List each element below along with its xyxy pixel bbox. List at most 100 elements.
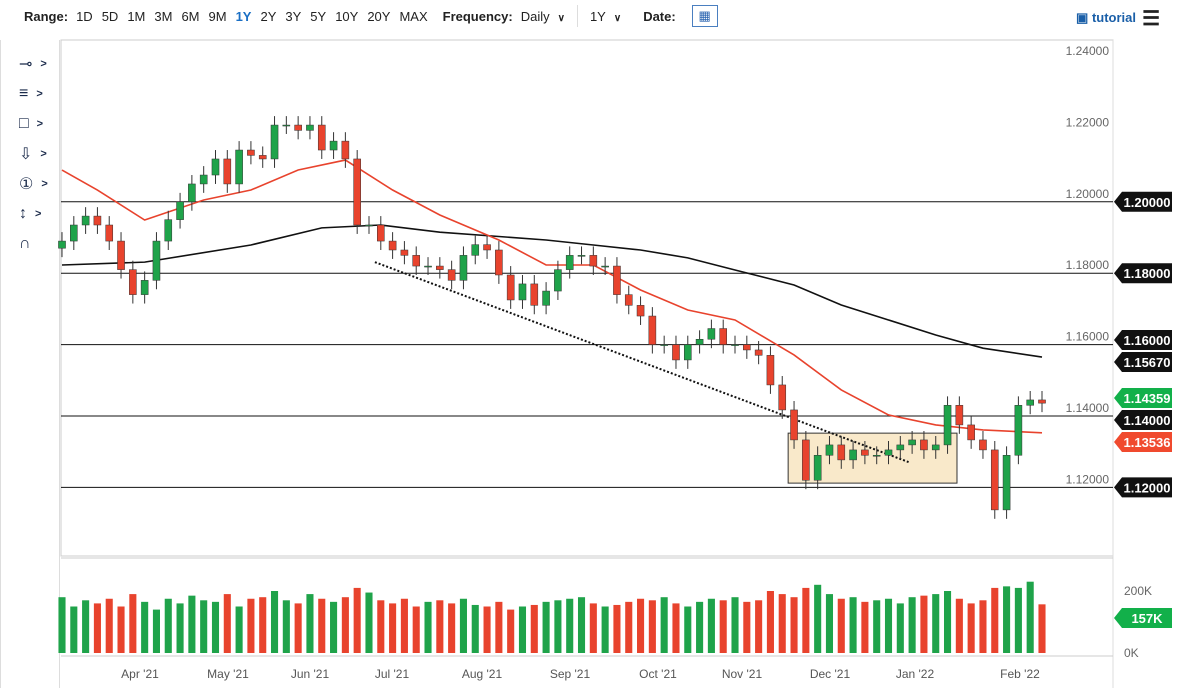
candle[interactable] xyxy=(613,265,621,295)
candle[interactable] xyxy=(424,265,432,268)
range-6m[interactable]: 6M xyxy=(181,8,200,24)
candle[interactable] xyxy=(471,244,480,256)
candle[interactable] xyxy=(565,255,574,270)
candle[interactable] xyxy=(1014,405,1023,456)
candle[interactable] xyxy=(813,455,822,481)
candle[interactable] xyxy=(70,224,78,242)
candle[interactable] xyxy=(1038,399,1046,404)
candle[interactable] xyxy=(554,269,562,292)
candle[interactable] xyxy=(695,338,704,345)
candle[interactable] xyxy=(967,424,975,441)
candle[interactable] xyxy=(872,455,881,457)
candle[interactable] xyxy=(778,384,787,411)
candle[interactable] xyxy=(400,249,409,256)
candle[interactable] xyxy=(483,244,491,251)
calendar-icon[interactable]: ▦ xyxy=(691,5,718,27)
range-3m[interactable]: 3M xyxy=(154,8,173,24)
candle[interactable] xyxy=(317,124,326,151)
candle[interactable] xyxy=(743,344,751,351)
candle[interactable] xyxy=(754,349,763,356)
period-select[interactable]: 1Y ∨ xyxy=(590,9,621,24)
range-9m[interactable]: 9M xyxy=(208,8,227,24)
candle[interactable] xyxy=(589,255,598,267)
arrow-tool-button[interactable]: ⇩ > xyxy=(19,142,59,166)
candle[interactable] xyxy=(152,240,161,281)
range-max[interactable]: MAX xyxy=(399,8,428,24)
range-1y[interactable]: 1Y xyxy=(235,8,252,24)
candle[interactable] xyxy=(802,439,810,481)
candle[interactable] xyxy=(1026,399,1034,406)
candle[interactable] xyxy=(377,224,385,242)
tutorial-link[interactable]: ▣ tutorial xyxy=(1076,10,1136,26)
range-3y[interactable]: 3Y xyxy=(285,8,302,24)
candle[interactable] xyxy=(707,328,716,340)
line-tool-button[interactable]: ⊸ > xyxy=(19,52,59,76)
candle[interactable] xyxy=(979,439,987,451)
candle[interactable] xyxy=(790,409,798,441)
candle[interactable] xyxy=(495,249,503,276)
candle[interactable] xyxy=(140,280,149,295)
candle[interactable] xyxy=(329,140,338,151)
candle[interactable] xyxy=(81,215,90,226)
candle[interactable] xyxy=(306,124,314,131)
candle[interactable] xyxy=(884,449,893,456)
candle[interactable] xyxy=(955,405,964,426)
candle[interactable] xyxy=(447,269,456,281)
candle[interactable] xyxy=(341,140,350,160)
candle[interactable] xyxy=(636,305,645,317)
range-5y[interactable]: 5Y xyxy=(310,8,327,24)
range-20y[interactable]: 20Y xyxy=(367,8,391,24)
menu-icon[interactable]: ☰ xyxy=(1142,8,1160,30)
rectangle-tool-button[interactable]: □ > xyxy=(19,112,59,136)
candle[interactable] xyxy=(861,449,869,456)
candle[interactable] xyxy=(766,355,775,386)
candle[interactable] xyxy=(896,444,905,451)
candle[interactable] xyxy=(719,328,727,345)
candle[interactable] xyxy=(837,444,846,461)
candle[interactable] xyxy=(825,444,834,456)
candle[interactable] xyxy=(931,444,940,451)
candle[interactable] xyxy=(506,274,515,301)
candle[interactable] xyxy=(388,240,397,251)
candle[interactable] xyxy=(235,149,243,185)
candle[interactable] xyxy=(365,224,373,227)
candle[interactable] xyxy=(247,149,255,156)
candle[interactable] xyxy=(270,124,279,160)
candle[interactable] xyxy=(530,283,539,306)
fibonacci-tool-button[interactable]: ≡ > xyxy=(19,82,59,106)
measure-tool-button[interactable]: ↕ > xyxy=(19,202,59,226)
candle[interactable] xyxy=(105,224,114,242)
candle[interactable] xyxy=(1002,455,1011,511)
candle[interactable] xyxy=(849,449,857,461)
candle[interactable] xyxy=(920,439,928,451)
candle[interactable] xyxy=(282,124,291,127)
candle[interactable] xyxy=(164,219,173,242)
candle[interactable] xyxy=(294,124,302,131)
candle[interactable] xyxy=(412,255,421,267)
candle[interactable] xyxy=(908,439,916,446)
candle[interactable] xyxy=(731,344,739,346)
candle[interactable] xyxy=(624,294,633,306)
candle[interactable] xyxy=(990,449,999,511)
candle[interactable] xyxy=(436,265,444,270)
range-1d[interactable]: 1D xyxy=(76,8,93,24)
frequency-select[interactable]: Daily ∨ xyxy=(521,9,565,24)
candle[interactable] xyxy=(683,344,692,361)
candle[interactable] xyxy=(258,155,267,160)
candle[interactable] xyxy=(577,255,586,257)
range-2y[interactable]: 2Y xyxy=(260,8,277,24)
candle[interactable] xyxy=(648,315,657,345)
range-5d[interactable]: 5D xyxy=(101,8,119,24)
candle[interactable] xyxy=(943,405,952,446)
trendline[interactable] xyxy=(374,261,909,463)
candle[interactable] xyxy=(660,344,668,346)
candle[interactable] xyxy=(211,158,220,176)
candle[interactable] xyxy=(188,183,196,203)
range-1m[interactable]: 1M xyxy=(127,8,146,24)
candle[interactable] xyxy=(58,240,66,249)
candle[interactable] xyxy=(117,240,125,270)
candle[interactable] xyxy=(518,283,527,301)
candle[interactable] xyxy=(672,344,680,361)
candle[interactable] xyxy=(542,290,550,306)
